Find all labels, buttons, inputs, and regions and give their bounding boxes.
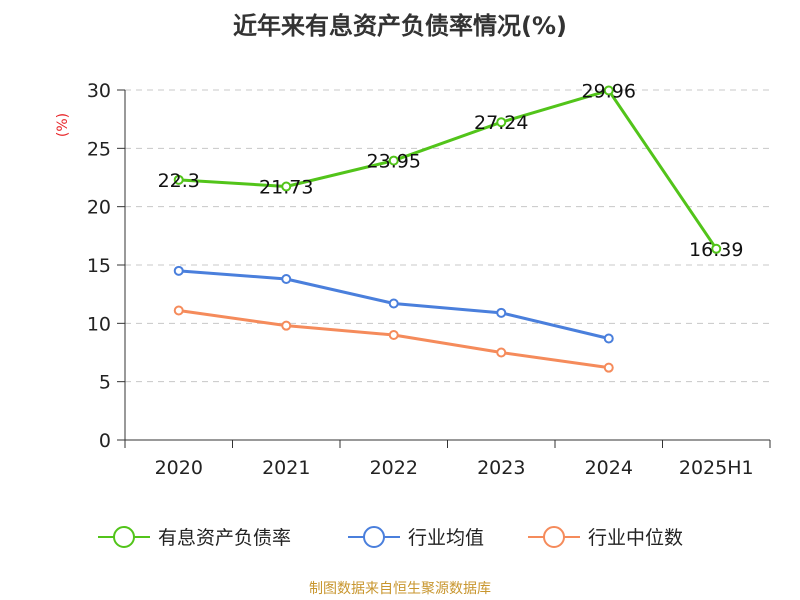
data-point: [281, 320, 292, 331]
legend: 有息资产负债率 行业均值 行业中位数: [98, 526, 683, 549]
data-point: [496, 347, 507, 358]
data-point: [388, 155, 399, 166]
data-point: [496, 307, 507, 318]
legend-label: 有息资产负债率: [158, 527, 291, 549]
data-label: 16.39: [689, 239, 743, 261]
x-tick-label: 2025H1: [679, 457, 754, 479]
data-point: [603, 362, 614, 373]
data-point: [281, 181, 292, 192]
data-label: 29.96: [582, 80, 636, 102]
axes: 0 5 10 15 20 25 30 2020 2021 2022 2023 2024 2025H1: [87, 80, 771, 479]
series-1: [173, 85, 722, 254]
series-3: [173, 305, 614, 373]
legend-marker: [363, 526, 385, 548]
y-axis-unit-label: (%): [55, 113, 71, 137]
y-tick-label: 10: [87, 313, 111, 335]
series-2: [173, 265, 614, 344]
data-point: [173, 174, 184, 185]
source-note: 制图数据来自恒生聚源数据库: [309, 581, 491, 597]
data-point: [388, 298, 399, 309]
x-tick-label: 2022: [370, 457, 418, 479]
data-point: [603, 333, 614, 344]
y-tick-label: 15: [87, 255, 111, 277]
data-point: [603, 85, 614, 96]
legend-item[interactable]: 行业均值: [348, 526, 484, 549]
y-tick-label: 0: [99, 430, 111, 452]
y-tick-label: 30: [87, 80, 111, 102]
grid: [125, 89, 770, 383]
data-point: [173, 305, 184, 316]
legend-label: 行业中位数: [588, 527, 683, 549]
x-tick-label: 2020: [155, 457, 203, 479]
data-label: 21.73: [259, 176, 313, 198]
legend-marker: [543, 526, 565, 548]
data-point: [388, 330, 399, 340]
legend-item[interactable]: 有息资产负债率: [98, 526, 291, 549]
y-tick-label: 25: [87, 138, 111, 160]
x-tick-label: 2023: [477, 457, 525, 479]
y-tick-label: 5: [99, 372, 111, 394]
data-label: 22.3: [158, 170, 200, 192]
x-tick-label: 2021: [262, 457, 310, 479]
data-labels: 22.3 21.73 23.95 27.24 29.96 16.39: [158, 80, 744, 260]
data-point: [496, 117, 507, 128]
data-point: [281, 274, 292, 284]
series-group: [173, 85, 722, 373]
chart-title: 近年来有息资产负债率情况(%): [233, 12, 567, 40]
y-tick-label: 20: [87, 197, 111, 219]
legend-label: 行业均值: [408, 527, 484, 549]
data-point: [711, 243, 722, 254]
legend-marker: [113, 526, 135, 548]
data-label: 27.24: [474, 112, 528, 134]
x-tick-label: 2024: [585, 457, 633, 479]
legend-item[interactable]: 行业中位数: [528, 526, 683, 549]
series-line: [177, 88, 718, 251]
data-label: 23.95: [367, 151, 421, 173]
data-point: [173, 265, 184, 276]
